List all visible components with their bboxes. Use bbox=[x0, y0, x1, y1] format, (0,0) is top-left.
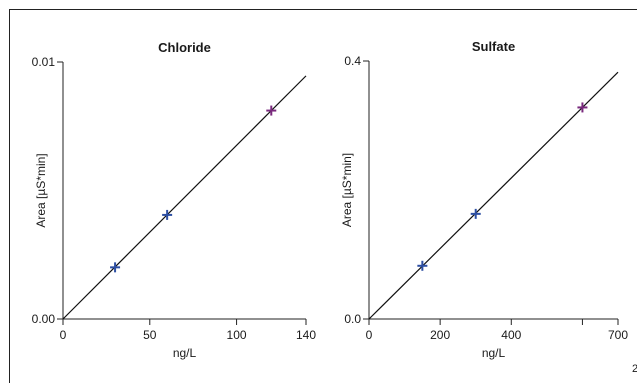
chloride-x-tick-label: 140 bbox=[296, 328, 316, 342]
sulfate-x-axis-label: ng/L bbox=[482, 346, 506, 360]
chloride-chart-title: Chloride bbox=[158, 40, 211, 55]
chloride-x-tick-label: 100 bbox=[227, 328, 247, 342]
chloride-x-tick-label: 0 bbox=[60, 328, 67, 342]
sulfate-data-point bbox=[470, 208, 481, 219]
figure-id-label: 26210 bbox=[632, 363, 637, 375]
sulfate-x-tick-label: 700 bbox=[608, 328, 628, 342]
figure-border bbox=[9, 9, 637, 383]
sulfate-x-tick-label: 0 bbox=[366, 328, 373, 342]
chloride-x-axis-label: ng/L bbox=[173, 346, 197, 360]
sulfate-x-tick-label: 400 bbox=[501, 328, 521, 342]
chloride-y-tick-label: 0.00 bbox=[32, 312, 56, 326]
chloride-fit-line bbox=[62, 75, 307, 320]
sulfate-y-tick-label: 0.0 bbox=[344, 312, 361, 326]
sulfate-data-point bbox=[577, 102, 588, 113]
sulfate-x-tick-label: 200 bbox=[430, 328, 450, 342]
sulfate-chart-title: Sulfate bbox=[472, 39, 515, 54]
chloride-data-point bbox=[162, 209, 173, 220]
chloride-y-axis-label: Area [µS*min] bbox=[34, 153, 48, 227]
chloride-data-point bbox=[110, 262, 121, 273]
sulfate-data-point bbox=[417, 260, 428, 271]
chloride-data-point bbox=[266, 105, 277, 116]
chloride-x-tick-label: 50 bbox=[143, 328, 157, 342]
sulfate-y-tick-label: 0.4 bbox=[344, 54, 361, 68]
chloride-y-tick-label: 0.01 bbox=[32, 55, 56, 69]
sulfate-fit-line bbox=[368, 71, 619, 320]
sulfate-y-axis-label: Area [µS*min] bbox=[340, 153, 354, 227]
